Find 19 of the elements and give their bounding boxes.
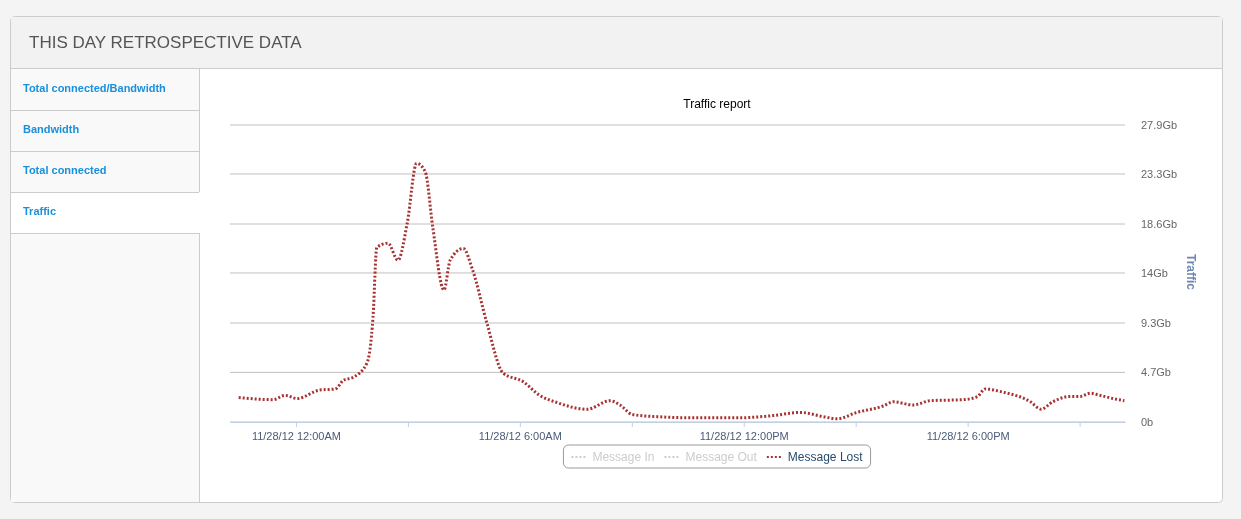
y-tick-label: 27.9Gb (1141, 119, 1178, 132)
text: Bandwidth (23, 123, 80, 135)
text: Total connected/Bandwidth (23, 82, 167, 94)
y-tick-label: 18.6Gb (1141, 218, 1178, 231)
text: THIS DAY RETROSPECTIVE DATA (29, 33, 303, 52)
x-tick-label: 11/28/12 12:00AM (251, 429, 341, 442)
y-tick-label: 23.3Gb (1141, 167, 1178, 180)
y-tick-label: 0b (1141, 416, 1154, 429)
x-tick-label: 11/28/12 6:00PM (926, 429, 1010, 442)
x-tick-label: 11/28/12 6:00AM (478, 429, 562, 442)
legend-label: Message Lost (787, 450, 864, 464)
text: Total connected (23, 164, 107, 176)
x-tick-label: 11/28/12 12:00PM (699, 429, 789, 442)
y-axis-title: Traffic (1184, 253, 1198, 291)
chart-title: Traffic report (683, 97, 752, 111)
y-tick-label: 14Gb (1141, 266, 1168, 279)
text: Traffic (23, 205, 57, 217)
y-tick-label: 9.3Gb (1141, 317, 1171, 330)
y-tick-label: 4.7Gb (1141, 366, 1171, 379)
